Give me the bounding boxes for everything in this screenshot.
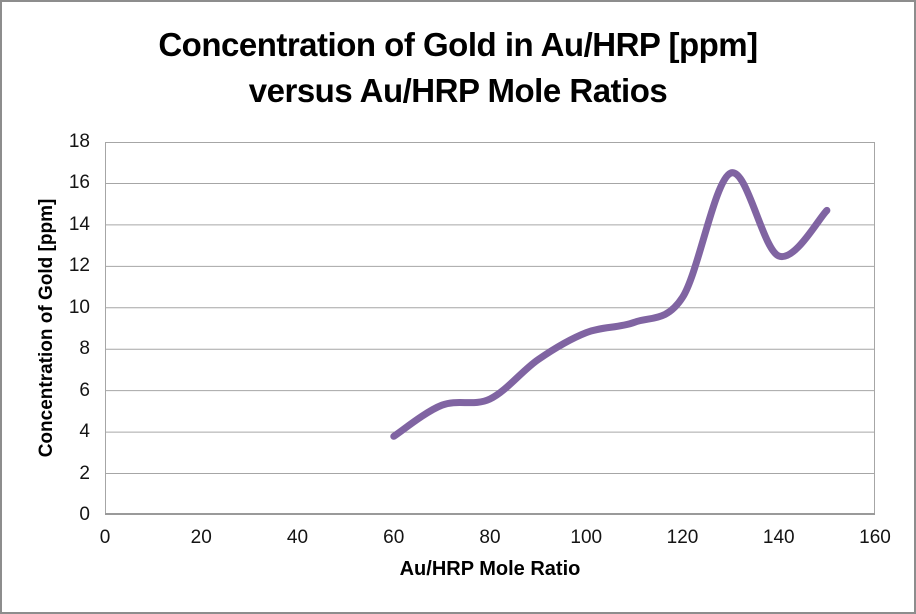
y-tick-label: 14 (68, 213, 90, 235)
y-tick-label: 12 (68, 255, 90, 277)
y-tick-label: 0 (79, 504, 90, 525)
plot-border (105, 142, 875, 515)
y-tick-label: 6 (79, 379, 90, 401)
x-tick-label: 140 (762, 527, 795, 548)
x-tick-label: 120 (666, 527, 699, 548)
x-tick-label: 40 (286, 527, 309, 548)
y-tick-label: 8 (79, 338, 90, 360)
y-tick-label: 2 (79, 462, 90, 484)
chart-title: Concentration of Gold in Au/HRP [ppm] ve… (2, 22, 914, 113)
x-tick-label: 60 (383, 527, 405, 548)
y-tick-label: 4 (79, 421, 90, 443)
y-tick-label: 16 (68, 172, 90, 194)
plot-canvas (105, 142, 875, 515)
data-series-line (390, 169, 831, 440)
x-tick-label: 160 (859, 527, 891, 548)
chart-title-line-1: Concentration of Gold in Au/HRP [ppm] (158, 26, 758, 63)
x-tick-label: 80 (479, 527, 501, 548)
x-axis-title: Au/HRP Mole Ratio (399, 558, 581, 580)
y-tick-label: 18 (68, 131, 90, 152)
y-axis-title: Concentration of Gold [ppm] (36, 198, 57, 458)
x-tick-label: 0 (99, 527, 111, 548)
x-tick-label: 100 (570, 527, 603, 548)
chart-title-line-2: versus Au/HRP Mole Ratios (248, 71, 668, 109)
y-tick-label: 10 (68, 296, 90, 318)
plot-area (105, 142, 875, 515)
x-tick-label: 20 (190, 527, 212, 548)
